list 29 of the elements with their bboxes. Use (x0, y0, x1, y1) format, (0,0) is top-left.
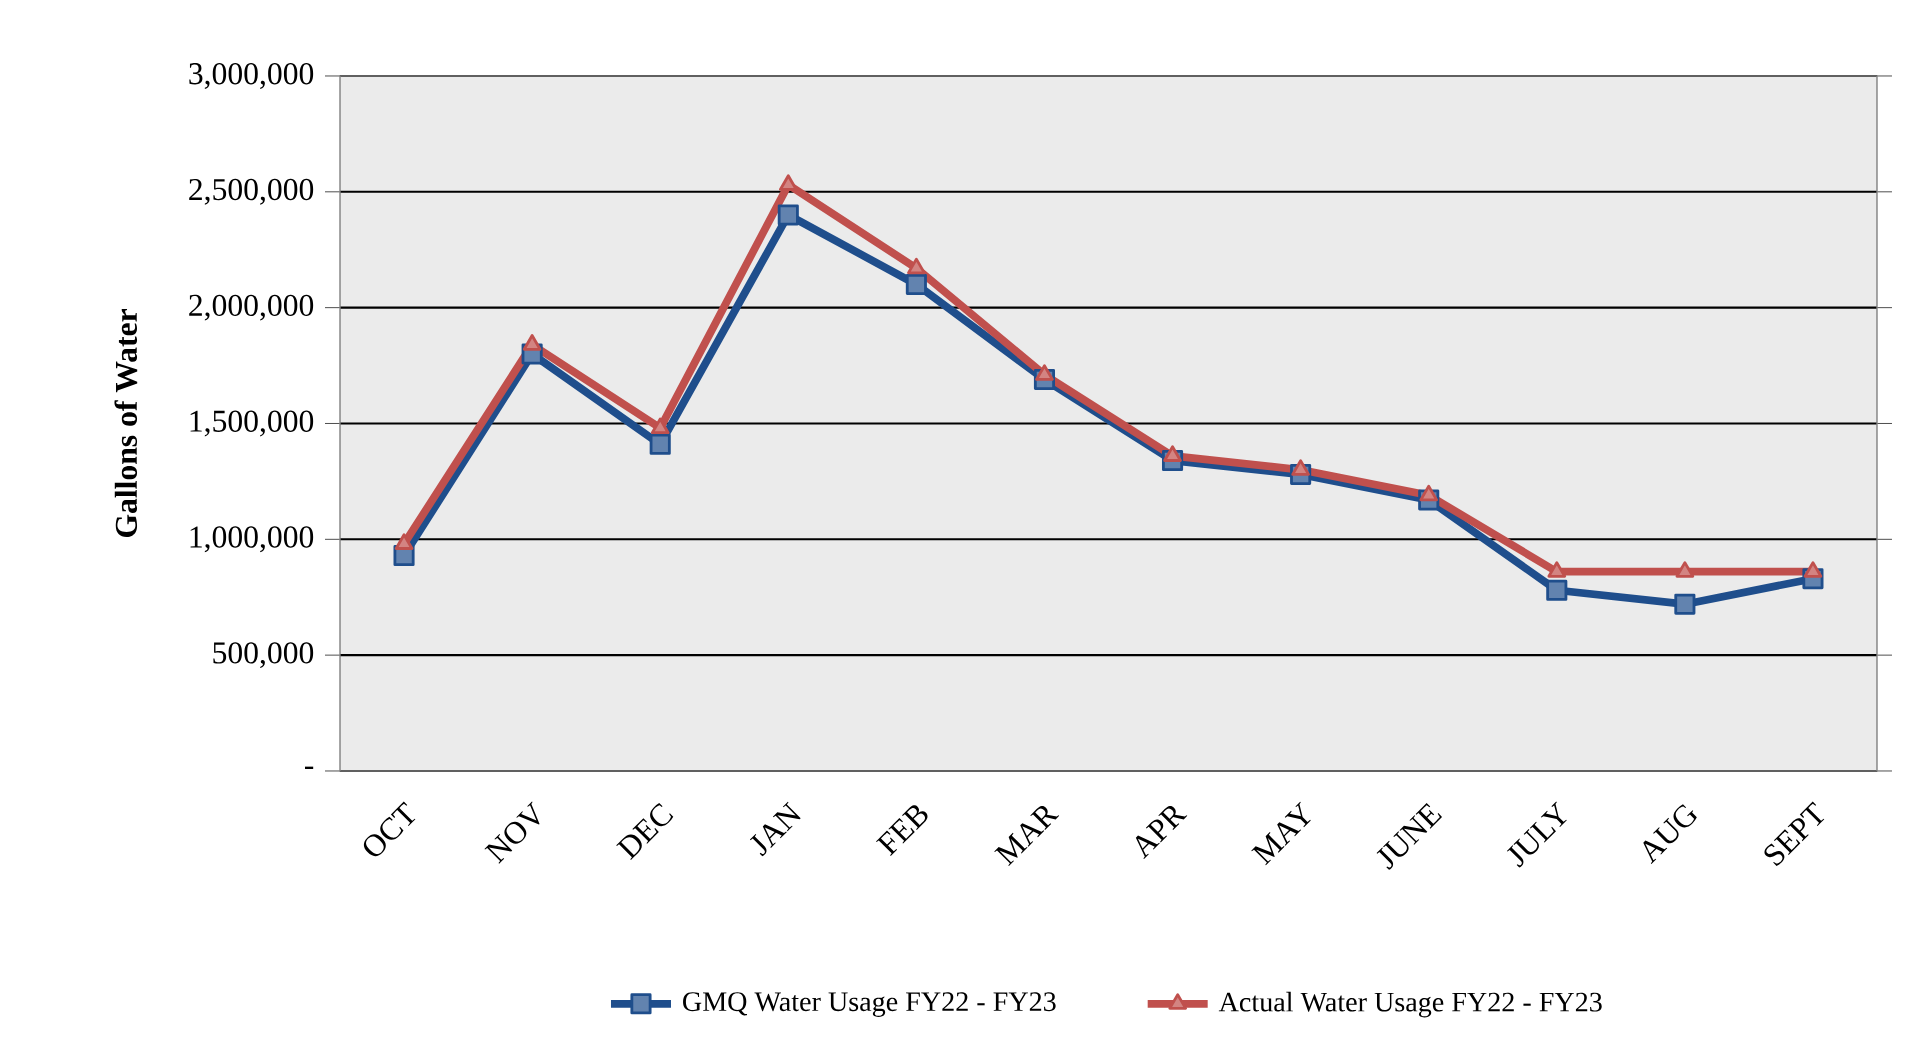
point (1035, 364, 1054, 381)
y-axis-title: Gallons of Water (114, 309, 138, 538)
point (1291, 459, 1310, 476)
point (1674, 593, 1696, 615)
point (522, 334, 542, 351)
y-tick-label: 1,500,000 (190, 410, 314, 437)
legend-label: Actual Water Usage FY22 - FY23 (1218, 991, 1602, 1018)
point (1547, 561, 1567, 578)
point (1419, 484, 1439, 502)
point (1163, 445, 1182, 462)
y-tick-label: 2,000,000 (189, 294, 314, 321)
point (905, 273, 927, 296)
point (650, 417, 670, 435)
y-tick-label: - (304, 766, 314, 770)
y-tick-label: 3,000,000 (189, 63, 314, 89)
y-tick-label: 2,500,000 (189, 178, 314, 205)
point (1803, 561, 1823, 578)
x-tick-label: FEB (876, 805, 928, 856)
point (649, 433, 671, 455)
point (394, 533, 414, 550)
point (778, 174, 798, 191)
y-tick-label: 500,000 (213, 642, 314, 669)
legend-label: GMQ Water Usage FY22 - FY23 (683, 992, 1056, 1017)
point (1546, 579, 1568, 601)
x-tick-label: APR (1135, 805, 1188, 860)
point (907, 257, 926, 275)
point (1675, 561, 1695, 578)
point (777, 204, 799, 226)
y-tick-label: 1,000,000 (190, 526, 314, 553)
